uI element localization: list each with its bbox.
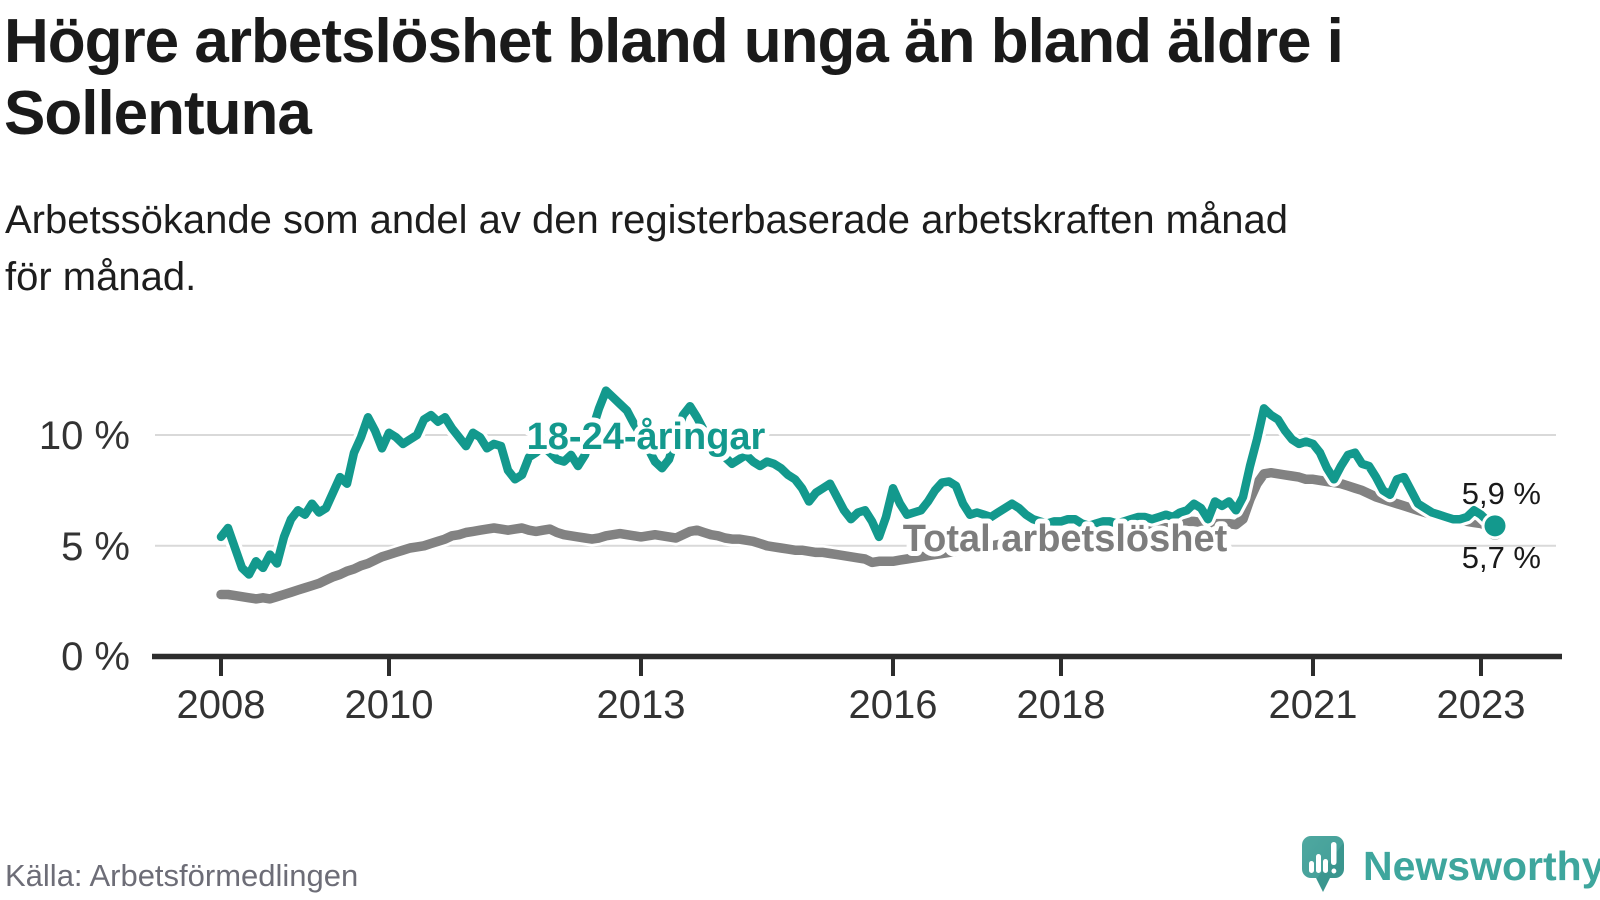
brand-logo: Newsworthy [1301, 834, 1600, 898]
y-tick-label-0: 0 % [61, 635, 130, 679]
total-line [216, 467, 1500, 604]
total-line-casing [213, 465, 1503, 607]
x-tick-label-2016: 2016 [849, 683, 938, 727]
y-tick-label-10: 10 % [39, 414, 130, 458]
x-axis-ticks [219, 659, 1483, 676]
series-label-youth: 18-24-åringar [527, 416, 766, 458]
brand-name: Newsworthy [1363, 843, 1600, 889]
x-tick-label-2008: 2008 [177, 683, 266, 727]
end-value-label-total: 5,7 % [1462, 540, 1541, 575]
source-note: Källa: Arbetsförmedlingen [5, 858, 359, 893]
x-tick-label-2021: 2021 [1269, 683, 1358, 727]
newsworthy-speech-bubble-bar-chart-icon [1302, 836, 1344, 892]
chart-subtitle: Arbetssökande som andel av den registerb… [5, 192, 1585, 306]
youth-line [216, 386, 1500, 579]
series-layer [213, 383, 1509, 607]
chart-subtitle-line2: för månad. [5, 255, 197, 299]
x-tick-label-2018: 2018 [1017, 683, 1106, 727]
end-value-label-youth: 5,9 % [1462, 476, 1541, 511]
chart-subtitle-line1: Arbetssökande som andel av den registerb… [5, 198, 1288, 242]
x-tick-label-2013: 2013 [597, 683, 686, 727]
chart-title-line1: Högre arbetslöshet bland unga än bland ä… [4, 7, 1344, 76]
x-tick-label-2023: 2023 [1437, 683, 1526, 727]
y-tick-label-5: 5 % [61, 525, 130, 569]
chart-title: Högre arbetslöshet bland unga än bland ä… [4, 6, 1584, 150]
x-tick-label-2010: 2010 [345, 683, 434, 727]
chart-title-line2: Sollentuna [4, 79, 312, 148]
series-label-total: Total arbetslöshet [903, 518, 1228, 560]
youth-end-dot [1484, 515, 1506, 537]
